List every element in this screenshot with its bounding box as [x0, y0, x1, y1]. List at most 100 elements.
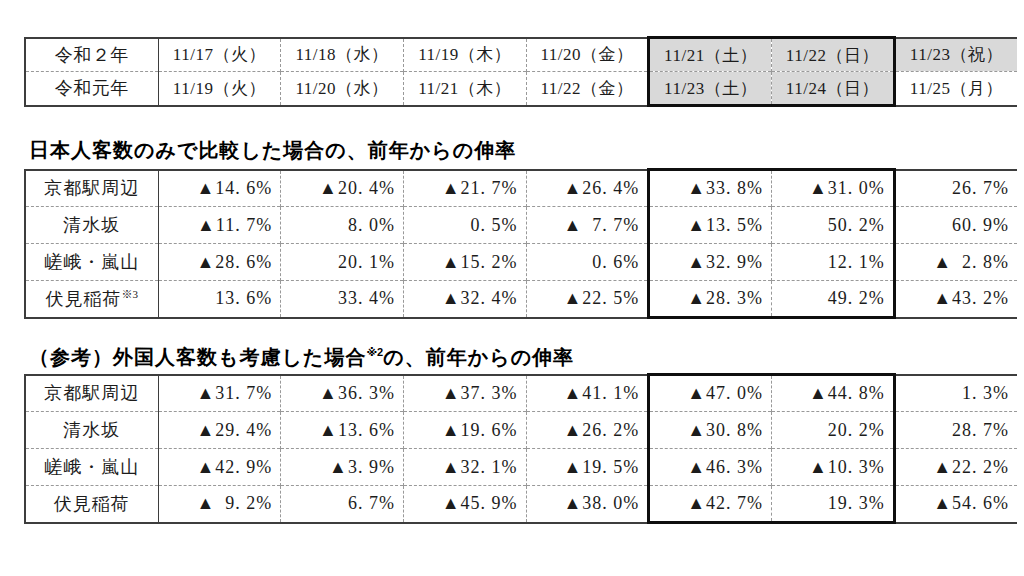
- value-cell: 6. 7%: [281, 486, 404, 523]
- date-cell: 11/21（木）: [403, 72, 526, 106]
- value-cell: 13. 6%: [158, 281, 281, 318]
- kyoto-visitor-report-page: 令和２年 11/17（火） 11/18（水） 11/19（木） 11/20（金）…: [0, 0, 1024, 576]
- area-label-cell: 伏見稲荷※3: [25, 281, 158, 318]
- value-cell: 0. 5%: [403, 207, 526, 244]
- value-cell-weekend: ▲32. 9%: [649, 244, 772, 281]
- value-cell: ▲28. 6%: [158, 244, 281, 281]
- date-comparison-table: 令和２年 11/17（火） 11/18（水） 11/19（木） 11/20（金）…: [24, 36, 1017, 107]
- value-cell-weekend: ▲42. 7%: [649, 486, 772, 523]
- date-cell-weekend: 11/23（土）: [649, 72, 772, 106]
- value-cell: ▲19. 5%: [526, 449, 649, 486]
- value-cell: 1. 3%: [894, 375, 1017, 412]
- value-cell: ▲ 7. 7%: [526, 207, 649, 244]
- area-label: 京都駅周辺: [44, 383, 139, 403]
- footnote-marker: ※2: [366, 346, 383, 358]
- value-cell: ▲43. 2%: [894, 281, 1017, 318]
- area-label: 伏見稲荷: [54, 494, 130, 514]
- date-cell-weekend: 11/24（日）: [772, 72, 895, 106]
- date-cell: 11/22（金）: [526, 72, 649, 106]
- value-cell: ▲13. 6%: [281, 412, 404, 449]
- value-cell: ▲36. 3%: [281, 375, 404, 412]
- value-cell-weekend: ▲30. 8%: [649, 412, 772, 449]
- value-cell: ▲54. 6%: [894, 486, 1017, 523]
- value-cell: ▲41. 1%: [526, 375, 649, 412]
- table-row: 令和２年 11/17（火） 11/18（水） 11/19（木） 11/20（金）…: [25, 38, 1017, 72]
- area-label: 嵯峨・嵐山: [44, 457, 139, 477]
- value-cell: 0. 6%: [526, 244, 649, 281]
- value-cell: ▲32. 1%: [403, 449, 526, 486]
- value-cell: ▲31. 7%: [158, 375, 281, 412]
- value-cell: ▲29. 4%: [158, 412, 281, 449]
- value-cell-weekend: 19. 3%: [772, 486, 895, 523]
- area-label: 伏見稲荷: [46, 289, 122, 309]
- table-row: 嵯峨・嵐山 ▲42. 9% ▲3. 9% ▲32. 1% ▲19. 5% ▲46…: [25, 449, 1017, 486]
- value-cell: ▲14. 6%: [158, 170, 281, 207]
- value-cell-weekend: ▲46. 3%: [649, 449, 772, 486]
- table-row: 伏見稲荷※3 13. 6% 33. 4% ▲32. 4% ▲22. 5% ▲28…: [25, 281, 1017, 318]
- date-cell: 11/20（金）: [526, 38, 649, 72]
- area-label-cell: 清水坂: [25, 412, 158, 449]
- area-label-cell: 嵯峨・嵐山: [25, 244, 158, 281]
- value-cell-weekend: ▲10. 3%: [772, 449, 895, 486]
- table-row: 清水坂 ▲11. 7% 8. 0% 0. 5% ▲ 7. 7% ▲13. 5% …: [25, 207, 1017, 244]
- table-row: 京都駅周辺 ▲31. 7% ▲36. 3% ▲37. 3% ▲41. 1% ▲4…: [25, 375, 1017, 412]
- all-visitors-table: 京都駅周辺 ▲31. 7% ▲36. 3% ▲37. 3% ▲41. 1% ▲4…: [24, 373, 1017, 524]
- value-cell: 33. 4%: [281, 281, 404, 318]
- value-cell: ▲19. 6%: [403, 412, 526, 449]
- date-cell: 11/18（水）: [281, 38, 404, 72]
- era-label-cell: 令和２年: [25, 38, 158, 72]
- value-cell: ▲3. 9%: [281, 449, 404, 486]
- section2-title: （参考）外国人客数も考慮した場合※2の、前年からの伸率: [29, 344, 574, 371]
- value-cell: ▲26. 4%: [526, 170, 649, 207]
- date-cell-weekend: 11/22（日）: [772, 38, 895, 72]
- area-label-cell: 伏見稲荷: [25, 486, 158, 523]
- value-cell-weekend: ▲44. 8%: [772, 375, 895, 412]
- section1-title: 日本人客数のみで比較した場合の、前年からの伸率: [29, 137, 516, 164]
- value-cell: ▲21. 7%: [403, 170, 526, 207]
- value-cell: 8. 0%: [281, 207, 404, 244]
- value-cell-weekend: ▲13. 5%: [649, 207, 772, 244]
- area-label-cell: 京都駅周辺: [25, 375, 158, 412]
- value-cell-weekend: ▲33. 8%: [649, 170, 772, 207]
- value-cell-weekend: 49. 2%: [772, 281, 895, 318]
- date-cell: 11/19（木）: [403, 38, 526, 72]
- value-cell: ▲42. 9%: [158, 449, 281, 486]
- area-label: 嵯峨・嵐山: [44, 252, 139, 272]
- value-cell-weekend: ▲28. 3%: [649, 281, 772, 318]
- value-cell-weekend: ▲47. 0%: [649, 375, 772, 412]
- date-cell: 11/20（水）: [281, 72, 404, 106]
- value-cell: ▲32. 4%: [403, 281, 526, 318]
- table-row: 伏見稲荷 ▲ 9. 2% 6. 7% ▲45. 9% ▲38. 0% ▲42. …: [25, 486, 1017, 523]
- value-cell-weekend: 50. 2%: [772, 207, 895, 244]
- area-label: 清水坂: [63, 420, 120, 440]
- value-cell: ▲26. 2%: [526, 412, 649, 449]
- value-cell-weekend: ▲31. 0%: [772, 170, 895, 207]
- area-label: 京都駅周辺: [44, 178, 139, 198]
- value-cell: 28. 7%: [894, 412, 1017, 449]
- value-cell: 60. 9%: [894, 207, 1017, 244]
- value-cell: ▲45. 9%: [403, 486, 526, 523]
- value-cell: ▲38. 0%: [526, 486, 649, 523]
- area-label-cell: 京都駅周辺: [25, 170, 158, 207]
- value-cell: ▲ 9. 2%: [158, 486, 281, 523]
- value-cell: ▲11. 7%: [158, 207, 281, 244]
- table-row: 清水坂 ▲29. 4% ▲13. 6% ▲19. 6% ▲26. 2% ▲30.…: [25, 412, 1017, 449]
- area-label: 清水坂: [63, 215, 120, 235]
- value-cell: ▲15. 2%: [403, 244, 526, 281]
- value-cell-weekend: 20. 2%: [772, 412, 895, 449]
- value-cell-weekend: 12. 1%: [772, 244, 895, 281]
- value-cell: 26. 7%: [894, 170, 1017, 207]
- japanese-visitors-table: 京都駅周辺 ▲14. 6% ▲20. 4% ▲21. 7% ▲26. 4% ▲3…: [24, 168, 1017, 319]
- area-label-cell: 嵯峨・嵐山: [25, 449, 158, 486]
- value-cell: ▲20. 4%: [281, 170, 404, 207]
- date-cell: 11/25（月）: [894, 72, 1017, 106]
- table-row: 嵯峨・嵐山 ▲28. 6% 20. 1% ▲15. 2% 0. 6% ▲32. …: [25, 244, 1017, 281]
- value-cell: ▲37. 3%: [403, 375, 526, 412]
- table-row: 令和元年 11/19（火） 11/20（水） 11/21（木） 11/22（金）…: [25, 72, 1017, 106]
- value-cell: ▲ 2. 8%: [894, 244, 1017, 281]
- footnote-marker: ※3: [122, 288, 139, 300]
- value-cell: 20. 1%: [281, 244, 404, 281]
- section2-title-text: （参考）外国人客数も考慮した場合: [29, 346, 366, 368]
- table-row: 京都駅周辺 ▲14. 6% ▲20. 4% ▲21. 7% ▲26. 4% ▲3…: [25, 170, 1017, 207]
- date-cell-holiday: 11/23（祝）: [894, 38, 1017, 72]
